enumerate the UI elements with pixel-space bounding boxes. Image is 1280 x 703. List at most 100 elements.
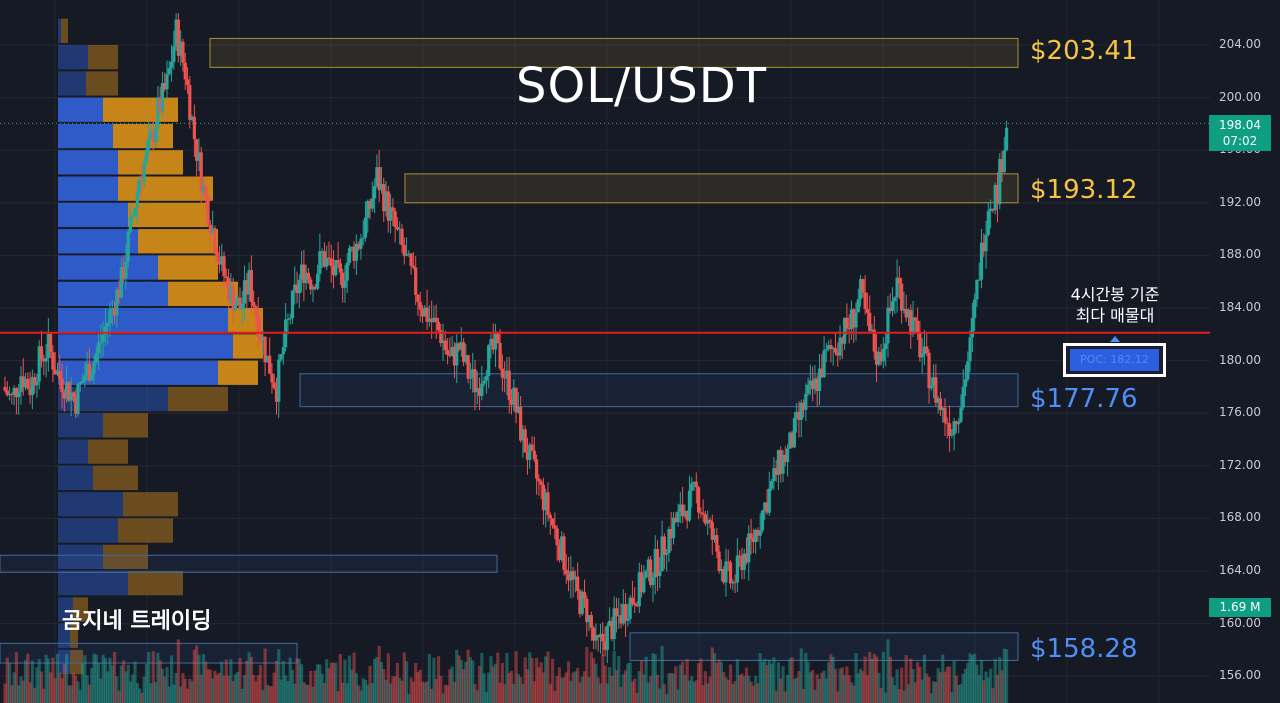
volume-bar bbox=[21, 680, 25, 703]
volume-bar bbox=[35, 667, 39, 703]
volume-bar bbox=[849, 682, 854, 703]
volume-bar bbox=[477, 666, 482, 703]
volume-bar bbox=[236, 671, 240, 703]
poc-callout: POC: 182.12 bbox=[1063, 343, 1166, 377]
candle-body bbox=[856, 299, 860, 313]
volume-bar bbox=[238, 657, 242, 703]
axis-tick-label: 200.00 bbox=[1219, 89, 1261, 104]
volume-bar bbox=[601, 654, 605, 703]
volume-bar bbox=[715, 662, 719, 703]
volume-bar bbox=[204, 661, 208, 703]
candle-body bbox=[911, 317, 915, 335]
volume-bar bbox=[847, 675, 851, 703]
candle-body bbox=[763, 502, 767, 511]
volume-bar bbox=[544, 656, 548, 703]
candle-body bbox=[895, 277, 899, 298]
candle-body bbox=[626, 618, 630, 621]
volume-bar bbox=[277, 649, 281, 703]
candle-body bbox=[701, 512, 705, 515]
candle-body bbox=[920, 353, 924, 358]
volume-bar bbox=[598, 683, 603, 703]
volume-bar bbox=[514, 651, 518, 703]
volume-bar bbox=[617, 655, 621, 703]
volume-bar bbox=[128, 681, 133, 703]
volume-bar bbox=[856, 673, 860, 703]
volume-bar bbox=[973, 653, 977, 703]
candle-body bbox=[594, 635, 598, 641]
candle-body bbox=[863, 292, 867, 309]
axis-tick-label: 164.00 bbox=[1219, 563, 1261, 577]
candle-body bbox=[550, 518, 555, 526]
volume-bar bbox=[464, 661, 468, 703]
candle-body bbox=[208, 224, 212, 234]
volume-bar bbox=[217, 672, 222, 703]
axis-tick-label: 160.00 bbox=[1219, 615, 1261, 630]
candle-body bbox=[986, 211, 990, 235]
volume-bar bbox=[500, 663, 504, 703]
volume-bar bbox=[966, 662, 970, 703]
volume-bar bbox=[699, 658, 703, 703]
candle-body bbox=[277, 359, 281, 402]
candle-body bbox=[582, 591, 587, 599]
candle-body bbox=[167, 67, 171, 75]
volume-profile-buy-bar bbox=[58, 465, 93, 491]
candle-body bbox=[242, 280, 247, 304]
volume-bar bbox=[67, 685, 71, 703]
candle-body bbox=[331, 266, 336, 276]
candle-body bbox=[815, 378, 819, 391]
volume-bar bbox=[306, 685, 311, 703]
candle-body bbox=[500, 368, 504, 378]
volume-bar bbox=[505, 653, 509, 703]
candle-body bbox=[480, 383, 484, 396]
volume-bar bbox=[1002, 648, 1006, 703]
candle-body bbox=[676, 511, 680, 523]
volume-profile-buy-bar bbox=[58, 45, 88, 70]
candle-body bbox=[592, 627, 596, 641]
candle-body bbox=[26, 378, 30, 389]
volume-bar bbox=[208, 669, 212, 703]
volume-profile-sell-bar bbox=[86, 71, 118, 96]
candle-body bbox=[252, 301, 256, 307]
candle-body bbox=[382, 184, 386, 212]
candle-body bbox=[922, 346, 927, 354]
volume-bar bbox=[222, 675, 226, 703]
volume-bar bbox=[491, 666, 495, 703]
candle-body bbox=[108, 309, 112, 324]
candle-body bbox=[498, 342, 502, 369]
volume-bar bbox=[427, 654, 431, 703]
volume-profile-sell-bar bbox=[93, 465, 138, 491]
candle-body bbox=[138, 179, 142, 192]
candle-body bbox=[299, 264, 304, 280]
volume-bar bbox=[404, 661, 409, 703]
volume-bar bbox=[39, 671, 44, 703]
volume-bar bbox=[792, 679, 797, 703]
axis-tick-label: 156.00 bbox=[1219, 668, 1261, 683]
candle-body bbox=[489, 338, 493, 346]
candle-body bbox=[334, 260, 338, 276]
candle-body bbox=[578, 591, 582, 614]
volume-bar bbox=[767, 659, 771, 703]
candle-body bbox=[293, 284, 297, 291]
candle-body bbox=[28, 388, 32, 396]
poc-annotation-line: 최다 매물대 bbox=[1075, 306, 1155, 325]
volume-bar bbox=[573, 671, 577, 703]
volume-bar bbox=[484, 692, 489, 703]
candle-body bbox=[94, 353, 98, 363]
candle-body bbox=[612, 608, 616, 640]
volume-bar bbox=[870, 659, 874, 703]
candle-body bbox=[338, 263, 342, 273]
candle-body bbox=[17, 392, 21, 398]
candle-body bbox=[692, 481, 696, 484]
volume-profile-buy-bar bbox=[58, 71, 86, 96]
candle-body bbox=[493, 331, 498, 350]
candle-body bbox=[402, 244, 406, 256]
axis-tick-label: 168.00 bbox=[1219, 510, 1261, 525]
candle-body bbox=[516, 406, 520, 413]
volume-profile-sell-bar bbox=[123, 492, 178, 517]
volume-bar bbox=[541, 672, 546, 703]
candle-body bbox=[813, 378, 817, 390]
volume-bar bbox=[528, 652, 532, 703]
candle-body bbox=[943, 407, 947, 423]
volume-bar bbox=[382, 669, 386, 703]
volume-bar bbox=[206, 669, 210, 703]
